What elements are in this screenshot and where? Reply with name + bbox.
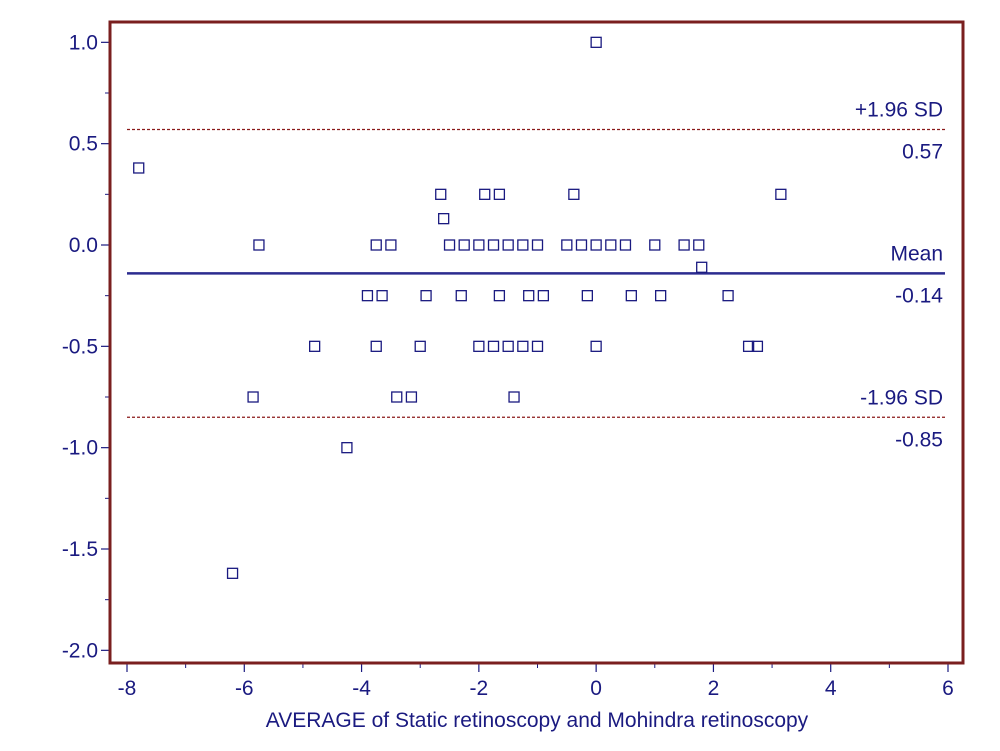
data-point (473, 340, 485, 352)
data-point (438, 213, 450, 225)
y-tick-label: -1.5 (62, 538, 98, 561)
data-point (493, 290, 506, 302)
data-point (458, 239, 470, 251)
x-tick-label: -8 (118, 677, 137, 700)
ref-label-name: Mean (890, 242, 943, 265)
y-tick-label: 0.0 (69, 234, 98, 257)
data-point (341, 442, 353, 454)
data-point (253, 239, 265, 251)
data-point (247, 391, 259, 403)
data-point (361, 290, 374, 302)
data-point (722, 290, 734, 302)
ref-label-value: -0.14 (895, 284, 943, 307)
data-point (590, 340, 602, 352)
x-tick-label: -4 (352, 677, 371, 700)
data-point (370, 340, 382, 352)
data-point (561, 239, 573, 251)
data-point (619, 239, 632, 251)
data-point (435, 188, 447, 200)
ref-label-value: -0.85 (895, 428, 943, 451)
data-point (649, 239, 661, 251)
x-tick-label: 0 (590, 677, 602, 700)
data-point (581, 290, 593, 302)
x-tick-label: 2 (708, 677, 720, 700)
x-tick-label: -6 (235, 677, 254, 700)
data-point (133, 162, 145, 174)
data-point (605, 239, 617, 251)
y-tick-label: 0.5 (69, 133, 98, 156)
data-point (517, 340, 529, 352)
data-point (385, 239, 397, 251)
axis-tick-labels: 1.0 0.5 0.0 -0.5 -1.0 -1.5 -2.0 -8 -6 -4 -2 0 2 4 6 (62, 31, 954, 700)
ref-label-name: -1.96 SD (860, 386, 943, 409)
data-point (590, 239, 602, 251)
data-point (655, 290, 667, 302)
plot-frame (108, 20, 965, 665)
data-point (502, 239, 514, 251)
data-point (537, 290, 550, 302)
data-point (523, 290, 535, 302)
y-tick-label: -0.5 (62, 335, 98, 358)
data-point (517, 239, 529, 251)
data-point (479, 188, 491, 200)
x-tick-label: -2 (470, 677, 489, 700)
ref-label-name: +1.96 SD (855, 98, 943, 121)
ref-label-value: 0.57 (902, 140, 943, 163)
data-point (502, 340, 514, 352)
data-point (625, 290, 637, 302)
data-point (226, 567, 239, 579)
data-point (443, 239, 456, 251)
data-point (742, 340, 755, 352)
y-tick-label: -1.0 (62, 437, 98, 460)
data-point (508, 391, 520, 403)
data-point (775, 188, 787, 200)
data-point (575, 239, 588, 251)
data-point (473, 239, 485, 251)
reference-labels: +1.96 SD 0.57 Mean -0.14 -1.96 SD -0.85 (855, 98, 943, 451)
y-tick-label: -2.0 (62, 639, 98, 662)
data-point (405, 391, 418, 403)
data-point (568, 188, 580, 200)
data-point (487, 340, 500, 352)
data-point (531, 239, 544, 251)
data-point (751, 340, 764, 352)
data-point (414, 340, 426, 352)
reference-lines (127, 128, 945, 418)
data-points (133, 36, 787, 579)
data-point (487, 239, 500, 251)
data-point (493, 188, 506, 200)
data-point (531, 340, 544, 352)
x-tick-label: 6 (942, 677, 954, 700)
data-point (420, 290, 432, 302)
y-tick-label: 1.0 (69, 31, 98, 54)
data-point (370, 239, 382, 251)
x-axis-title: AVERAGE of Static retinoscopy and Mohind… (266, 709, 809, 732)
x-tick-label: 4 (825, 677, 837, 700)
data-point (590, 36, 602, 48)
data-point (455, 290, 467, 302)
data-point (309, 340, 321, 352)
data-point (693, 239, 705, 251)
data-point (376, 290, 388, 302)
data-point (391, 391, 403, 403)
data-point (696, 261, 708, 273)
data-point (678, 239, 690, 251)
